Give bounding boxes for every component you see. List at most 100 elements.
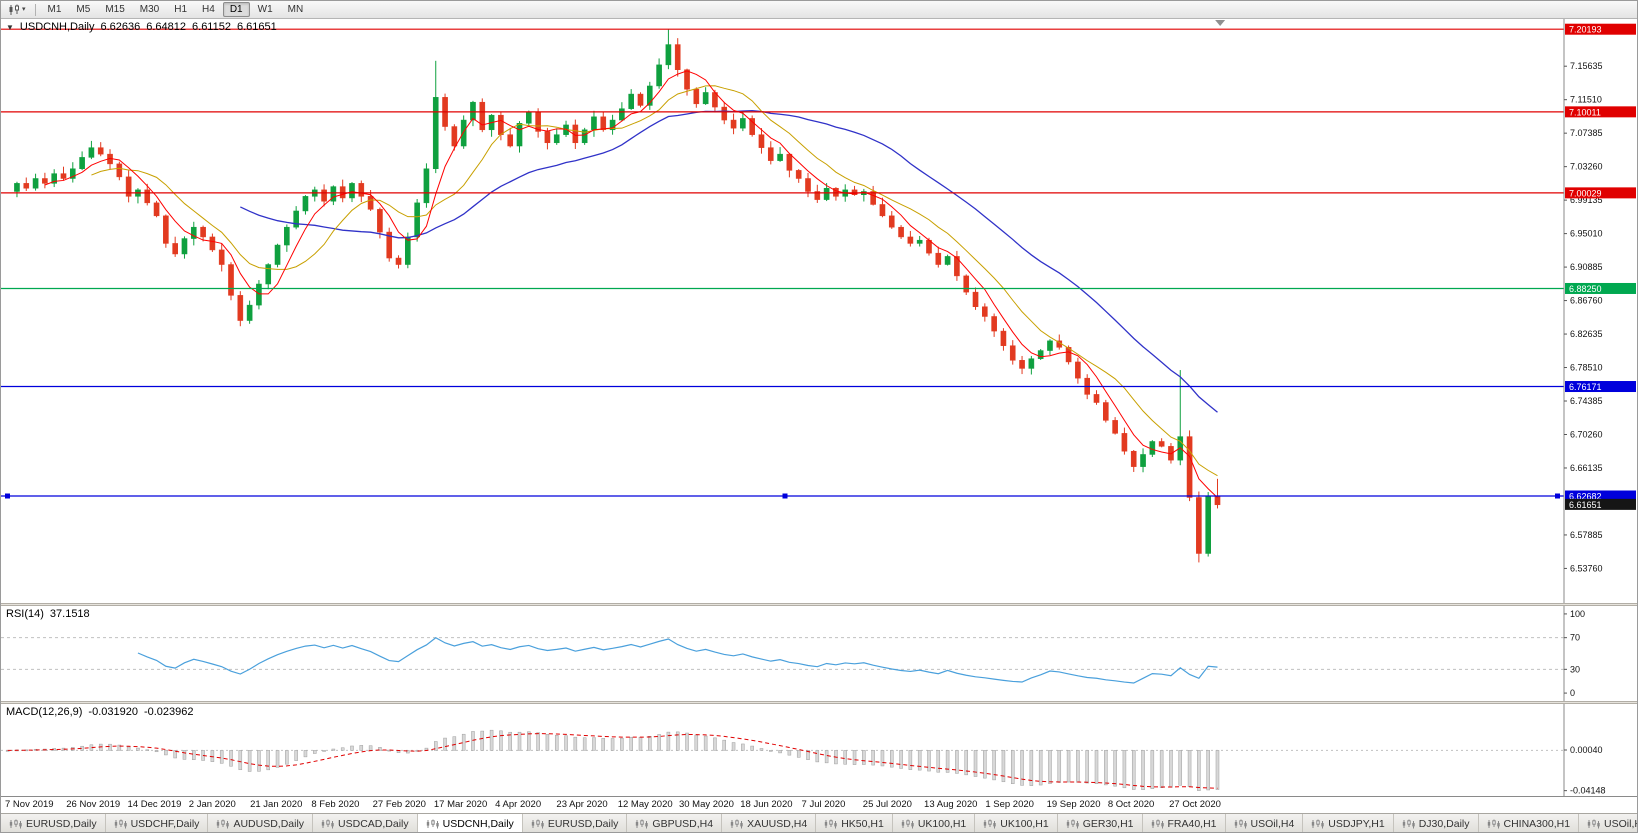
moving-average-line-10[interactable] xyxy=(91,85,1218,477)
time-axis[interactable]: 7 Nov 2019 26 Nov 2019 14 Dec 2019 2 Jan 20… xyxy=(1,796,1637,813)
timeframe-toolbar: ▾ M1 M5 M15 M30 H1 H4 D1 W1 MN xyxy=(1,1,1637,19)
tab-uk100-h1[interactable]: UK100,H1 xyxy=(975,814,1058,832)
mini-chart-icon xyxy=(217,819,230,829)
axis-tick-label: -0.04148 xyxy=(1570,786,1606,796)
main-chart-pane[interactable]: ▼ USDCNH,Daily 6.62636 6.64812 6.61152 6… xyxy=(1,19,1637,603)
date-label: 18 Jun 2020 xyxy=(740,799,793,810)
collapse-arrow-icon[interactable]: ▼ xyxy=(6,22,14,32)
tab-usdcad-daily[interactable]: USDCAD,Daily xyxy=(313,814,418,832)
price-tag-box xyxy=(1565,23,1636,35)
tab-fra40-h1[interactable]: FRA40,H1 xyxy=(1142,814,1226,832)
line-drag-handle[interactable] xyxy=(782,493,788,499)
tab-usoil-h1[interactable]: USOil,H1 xyxy=(1579,814,1637,832)
tab-label: USDCAD,Daily xyxy=(338,818,409,830)
tab-label: GBPUSD,H4 xyxy=(652,818,714,830)
tab-eurusd-daily[interactable]: EURUSD,Daily xyxy=(1,814,106,832)
tab-eurusd-daily[interactable]: EURUSD,Daily xyxy=(522,814,628,832)
pane-splitter-main-rsi[interactable] xyxy=(1,603,1637,606)
mini-chart-icon xyxy=(531,819,544,829)
timeframe-button-w1[interactable]: W1 xyxy=(257,4,273,15)
axis-tick-label: 0 xyxy=(1570,688,1575,698)
price-tag-text: 7.10011 xyxy=(1569,107,1601,117)
mini-chart-icon xyxy=(114,819,127,829)
line-drag-handle[interactable] xyxy=(5,493,10,499)
line-drag-handle[interactable] xyxy=(1555,493,1560,499)
tab-label: USDCHF,Daily xyxy=(130,818,200,830)
price-tag-box xyxy=(1565,282,1636,294)
mini-chart-icon xyxy=(636,819,649,829)
tab-dj30-daily[interactable]: DJ30,Daily xyxy=(1393,814,1479,832)
axis-tick-label: 6.78510 xyxy=(1570,363,1603,373)
mini-chart-icon xyxy=(1151,819,1164,829)
tab-label: AUDUSD,Daily xyxy=(233,818,305,830)
date-label: 2 Jan 2020 xyxy=(188,799,236,810)
mini-chart-icon xyxy=(1234,819,1247,829)
timeframe-button-m15[interactable]: M15 xyxy=(105,4,125,15)
rsi-indicator-pane[interactable]: RSI(14) 37.1518 100 70 30 0 xyxy=(1,606,1637,701)
timeframe-button-m5[interactable]: M5 xyxy=(76,4,91,15)
timeframe-button-h4[interactable]: H4 xyxy=(202,4,215,15)
date-label: 25 Jul 2020 xyxy=(862,799,912,810)
axis-tick-label: 100 xyxy=(1570,609,1585,619)
tab-usdjpy-h1[interactable]: USDJPY,H1 xyxy=(1303,814,1394,832)
axis-tick-label: 7.03260 xyxy=(1570,162,1603,172)
axis-tick-label: 6.86760 xyxy=(1570,296,1603,306)
timeframe-button-m1[interactable]: M1 xyxy=(47,4,62,15)
tab-uk100-h1[interactable]: UK100,H1 xyxy=(892,814,976,832)
dropdown-caret-icon: ▾ xyxy=(22,6,26,13)
date-label: 23 Apr 2020 xyxy=(556,799,608,810)
tab-hk50-h1[interactable]: HK50,H1 xyxy=(816,814,893,832)
price-tag-text: 7.00029 xyxy=(1569,188,1602,198)
mini-chart-icon xyxy=(9,819,22,829)
chart-shift-marker[interactable] xyxy=(1215,20,1226,26)
tab-gbpusd-h4[interactable]: GBPUSD,H4 xyxy=(627,814,723,832)
axis-tick-label: 6.74385 xyxy=(1570,396,1603,406)
date-label: 13 Aug 2020 xyxy=(924,799,978,810)
timeframe-button-mn[interactable]: MN xyxy=(287,4,304,15)
price-tag-box xyxy=(1565,106,1636,118)
macd-histogram xyxy=(5,729,1220,791)
macd-indicator-pane[interactable]: MACD(12,26,9) -0.031920 -0.023962 0.0004… xyxy=(1,704,1637,796)
tab-usoil-h4[interactable]: USOil,H4 xyxy=(1225,814,1304,832)
macd-signal-line xyxy=(7,733,1218,789)
mini-chart-icon xyxy=(1402,819,1415,829)
tab-usdchf-daily[interactable]: USDCHF,Daily xyxy=(105,814,209,832)
date-label: 1 Sep 2020 xyxy=(985,799,1034,810)
tab-label: FRA40,H1 xyxy=(1167,818,1217,830)
rsi-chart-canvas[interactable]: 100 70 30 0 xyxy=(1,606,1637,701)
price-tag-text: 6.76171 xyxy=(1569,382,1602,392)
tab-audusd-daily[interactable]: AUDUSD,Daily xyxy=(208,814,314,832)
price-tag-box xyxy=(1565,498,1636,510)
timeframe-button-h1[interactable]: H1 xyxy=(174,4,188,15)
moving-average-line-5[interactable] xyxy=(44,70,1218,499)
date-label: 27 Feb 2020 xyxy=(372,799,426,810)
tab-china300-h1[interactable]: CHINA300,H1 xyxy=(1478,814,1580,832)
chart-tab-bar: EURUSD,Daily USDCHF,Daily AUDUSD,Daily USDC… xyxy=(1,813,1637,832)
tab-ger30-h1[interactable]: GER30,H1 xyxy=(1057,814,1143,832)
candlestick-chart-canvas[interactable]: 7.15635 7.11510 7.07385 7.03260 6.99135 6.950… xyxy=(1,19,1637,603)
tab-usdcnh-daily[interactable]: USDCNH,Daily xyxy=(417,814,523,832)
timeframe-button-d1[interactable]: D1 xyxy=(222,2,250,17)
price-tag-text: 6.61651 xyxy=(1569,500,1602,510)
pane-splitter-rsi-macd[interactable] xyxy=(1,701,1637,704)
candles-layer xyxy=(14,29,1221,563)
axis-tick-label: 6.90885 xyxy=(1570,262,1603,272)
tab-xauusd-h4[interactable]: XAUUSD,H4 xyxy=(722,814,817,832)
mini-chart-icon xyxy=(1487,819,1500,829)
price-tag-text: 6.88250 xyxy=(1569,284,1602,294)
tab-label: USOil,H1 xyxy=(1604,818,1637,830)
rsi-line xyxy=(137,637,1218,684)
timeframe-button-m30[interactable]: M30 xyxy=(139,4,160,15)
tab-label: HK50,H1 xyxy=(841,818,884,830)
macd-chart-canvas[interactable]: 0.00040 -0.04148 xyxy=(1,704,1637,796)
price-tag-box xyxy=(1565,187,1636,199)
timeframe-buttons: M1 M5 M15 M30 H1 H4 D1 W1 MN xyxy=(41,2,311,17)
chart-cursor-tool-button[interactable]: ▾ xyxy=(4,2,30,17)
mini-chart-icon xyxy=(901,819,914,829)
date-label: 12 May 2020 xyxy=(617,799,673,810)
axis-tick-label: 6.66135 xyxy=(1570,463,1603,473)
mini-chart-icon xyxy=(426,819,439,829)
date-label: 7 Nov 2019 xyxy=(5,799,54,810)
moving-average-line-26[interactable] xyxy=(240,109,1218,413)
